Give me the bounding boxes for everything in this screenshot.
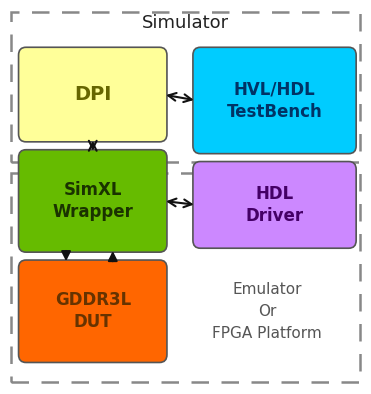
FancyBboxPatch shape (193, 47, 356, 154)
FancyBboxPatch shape (19, 260, 167, 362)
Bar (11, 12, 360, 162)
Text: GDDR3L
DUT: GDDR3L DUT (55, 291, 131, 331)
FancyBboxPatch shape (19, 47, 167, 142)
Text: HDL
Driver: HDL Driver (246, 185, 303, 225)
Text: HVL/HDL
TestBench: HVL/HDL TestBench (227, 80, 322, 121)
Text: Simulator: Simulator (142, 14, 229, 32)
Text: DPI: DPI (74, 85, 111, 104)
FancyBboxPatch shape (193, 162, 356, 248)
FancyBboxPatch shape (19, 150, 167, 252)
Bar (11, 173, 360, 382)
Text: SimXL
Wrapper: SimXL Wrapper (52, 181, 133, 221)
Text: Emulator
Or
FPGA Platform: Emulator Or FPGA Platform (212, 282, 322, 341)
